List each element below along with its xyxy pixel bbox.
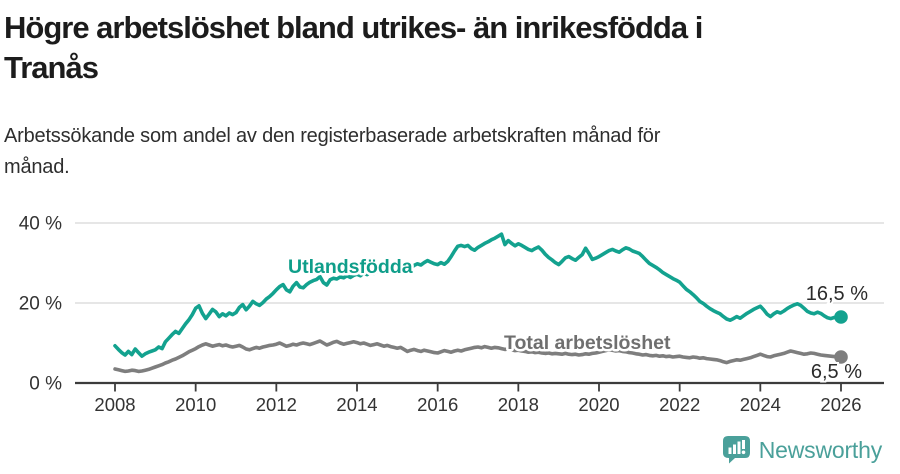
series-end-dot — [834, 310, 848, 324]
series-end-dot — [834, 350, 848, 364]
y-axis-tick-label: 20 % — [19, 294, 62, 315]
x-axis-tick-label: 2022 — [659, 394, 700, 415]
newsworthy-logo-text: Newsworthy — [758, 436, 882, 463]
x-axis-tick-label: 2014 — [336, 394, 377, 415]
y-axis-tick-label: 40 % — [19, 214, 62, 235]
newsworthy-logo-icon — [722, 436, 750, 464]
series-end-value-label: 16,5 % — [806, 283, 868, 305]
logo-bar-1 — [728, 447, 732, 454]
series-label: Utlandsfödda — [288, 256, 413, 278]
x-axis-tick-label: 2010 — [175, 394, 216, 415]
logo-bar-3 — [737, 441, 741, 454]
x-axis-tick-label: 2026 — [820, 394, 861, 415]
x-axis-tick-label: 2020 — [578, 394, 619, 415]
chart-subtitle-line1: Arbetssökande som andel av den registerb… — [4, 125, 661, 147]
logo-bar-2 — [732, 444, 736, 454]
x-axis-tick-label: 2024 — [740, 394, 781, 415]
logo-bubble-shape — [722, 436, 750, 464]
newsworthy-logo: Newsworthy — [722, 434, 882, 466]
x-axis-tick-label: 2018 — [498, 394, 539, 415]
chart-subtitle-line2: månad. — [4, 156, 70, 178]
series-label: Total arbetslöshet — [504, 332, 671, 354]
series-end-value-label: 6,5 % — [811, 361, 862, 383]
logo-exclamation-dot — [741, 450, 746, 455]
chart-title-line1: Högre arbetslöshet bland utrikes- än inr… — [4, 10, 703, 45]
x-axis-tick-label: 2012 — [256, 394, 297, 415]
series-line-utlandsf-dda — [113, 232, 843, 359]
x-axis-tick-label: 2008 — [94, 394, 135, 415]
chart-subtitle: Arbetssökande som andel av den registerb… — [4, 121, 884, 183]
logo-exclamation-bar — [741, 440, 745, 449]
series-line-total-arbetsl-shet — [113, 339, 843, 374]
chart-title: Högre arbetslöshet bland utrikes- än inr… — [4, 8, 884, 88]
x-axis-tick-label: 2016 — [417, 394, 458, 415]
y-axis-tick-label: 0 % — [29, 374, 62, 395]
chart-title-line2: Tranås — [4, 50, 99, 85]
